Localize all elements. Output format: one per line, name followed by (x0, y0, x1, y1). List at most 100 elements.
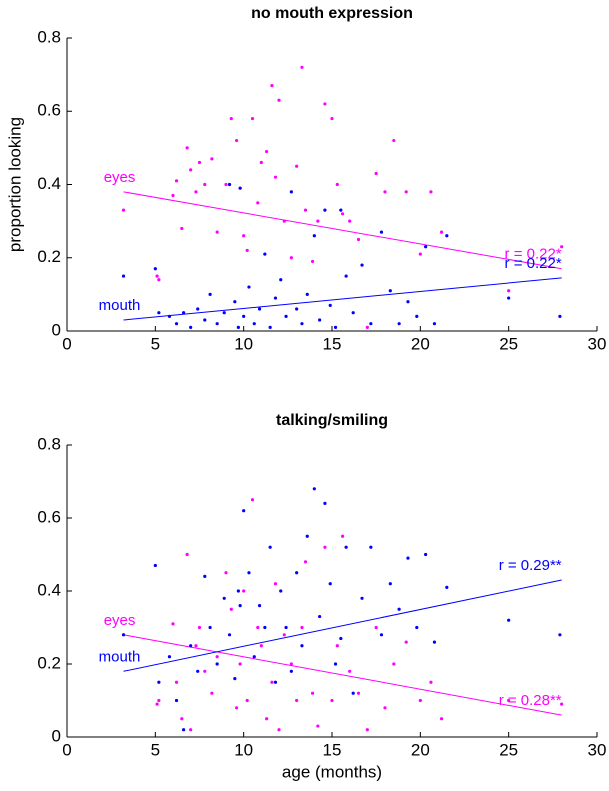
point (197, 625, 202, 630)
point (330, 116, 334, 121)
point (335, 182, 339, 187)
point (328, 582, 332, 586)
point (439, 230, 444, 234)
x-tick-label: 20 (411, 740, 430, 759)
point (279, 278, 283, 282)
point (215, 322, 219, 326)
point (392, 662, 396, 666)
point (247, 571, 251, 575)
point (250, 498, 255, 502)
point (263, 252, 267, 256)
point (189, 728, 193, 732)
y-axis-label: proportion looking (5, 117, 24, 252)
point (250, 116, 255, 121)
point (270, 680, 274, 684)
point (182, 728, 186, 732)
point (265, 149, 269, 154)
point (429, 190, 433, 194)
point (273, 296, 278, 300)
point (171, 193, 175, 198)
point (507, 296, 511, 300)
point (238, 604, 242, 608)
point (174, 322, 179, 326)
y-tick-label: 0.8 (37, 27, 61, 46)
point (318, 318, 322, 322)
series-label: mouth (99, 297, 141, 314)
point (289, 669, 293, 673)
point (289, 190, 293, 194)
point (397, 322, 401, 326)
x-tick-label: 0 (62, 334, 71, 353)
point (222, 596, 226, 600)
point (203, 318, 207, 322)
point (277, 98, 281, 102)
point (333, 325, 338, 329)
point (295, 698, 299, 703)
x-tick-label: 5 (151, 740, 160, 759)
point (323, 208, 327, 212)
point (263, 625, 267, 630)
point (374, 171, 378, 176)
point (189, 325, 193, 329)
point (215, 662, 219, 666)
fit-line (123, 191, 562, 270)
point (369, 545, 373, 549)
chart-title: talking/smiling (276, 412, 388, 429)
point (429, 680, 433, 684)
point (121, 208, 126, 212)
point (300, 625, 304, 630)
point (312, 234, 316, 238)
point (185, 552, 189, 557)
point (171, 622, 175, 626)
fit-line (123, 579, 562, 672)
point (121, 633, 126, 637)
point (316, 219, 320, 223)
point (415, 314, 419, 318)
point (305, 534, 309, 538)
x-tick-label: 30 (588, 740, 607, 759)
point (208, 625, 212, 630)
point (289, 662, 293, 666)
point (339, 636, 343, 641)
point (356, 691, 361, 695)
point (323, 501, 327, 505)
point (215, 230, 219, 234)
x-tick-label: 5 (151, 334, 160, 353)
point (242, 314, 246, 318)
point (185, 146, 189, 150)
x-axis-label: age (months) (282, 762, 382, 781)
point (383, 190, 387, 194)
point (215, 655, 219, 659)
point (418, 252, 422, 256)
point (558, 314, 562, 318)
point (406, 300, 410, 304)
point (424, 552, 428, 557)
point (157, 680, 161, 684)
point (155, 274, 159, 278)
y-tick-label: 0.2 (37, 247, 61, 266)
point (268, 545, 272, 549)
point (279, 589, 283, 593)
x-tick-label: 25 (499, 334, 518, 353)
point (282, 633, 286, 637)
point (227, 182, 232, 187)
point (203, 182, 207, 187)
point (257, 307, 262, 311)
series-label: eyes (104, 612, 136, 629)
point (374, 625, 378, 630)
point (348, 669, 352, 673)
point (242, 509, 246, 513)
point (180, 226, 184, 231)
point (300, 65, 304, 69)
point (268, 325, 272, 329)
point (445, 234, 449, 238)
point (323, 102, 327, 106)
point (208, 292, 212, 296)
point (167, 655, 172, 659)
point (222, 311, 226, 315)
x-tick-label: 0 (62, 740, 71, 759)
point (404, 640, 408, 644)
point (379, 230, 384, 234)
point (180, 717, 184, 721)
